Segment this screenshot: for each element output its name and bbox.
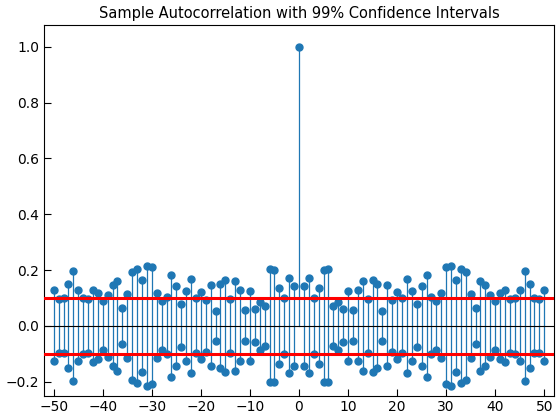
Title: Sample Autocorrelation with 99% Confidence Intervals: Sample Autocorrelation with 99% Confiden…	[99, 5, 500, 21]
